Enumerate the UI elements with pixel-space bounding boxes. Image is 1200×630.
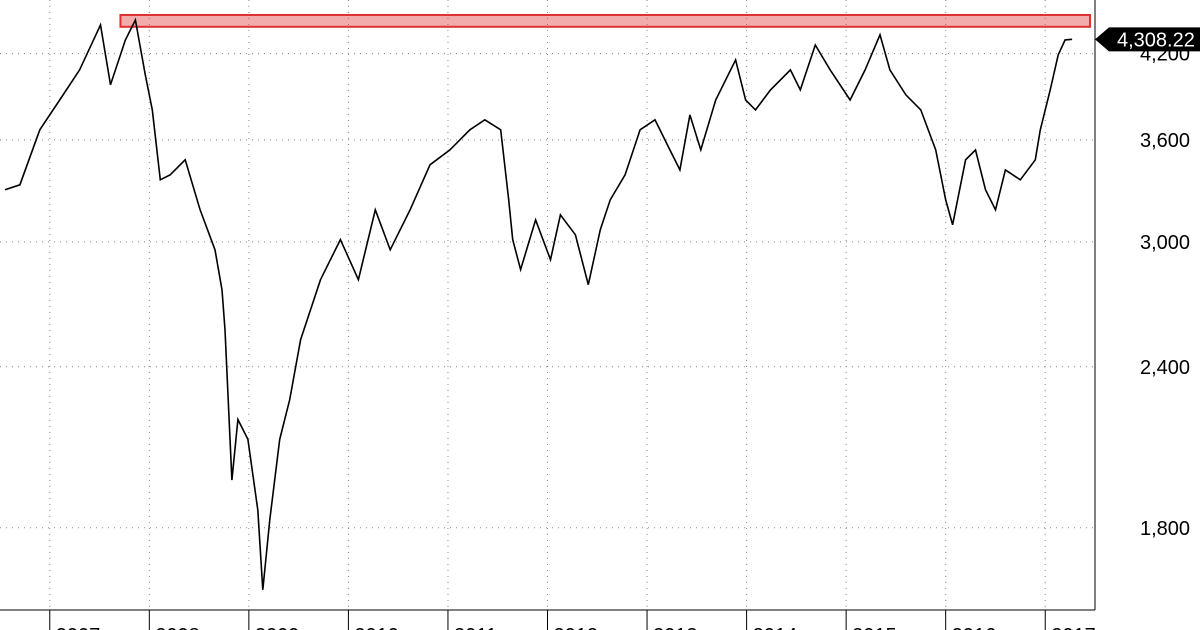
highlight-band — [119, 13, 1092, 28]
y-tick-label: 1,800 — [1140, 518, 1190, 540]
x-tick-label: 2009 — [255, 625, 300, 630]
y-tick-label: 2,400 — [1140, 357, 1190, 379]
x-tick-label: 2011 — [454, 625, 497, 630]
x-tick-label: 2015 — [852, 625, 897, 630]
x-tick-label: 2010 — [354, 625, 399, 630]
x-tick-label: 2008 — [155, 625, 200, 630]
last-price-label: 4,308.22 — [1117, 29, 1195, 51]
y-tick-label: 3,000 — [1140, 232, 1190, 254]
x-tick-label: 2007 — [56, 625, 101, 630]
price-line — [4, 17, 1073, 590]
x-tick-label: 2014 — [753, 625, 798, 630]
x-tick-label: 2017 — [1051, 625, 1096, 630]
x-tick-label: 2012 — [554, 625, 599, 630]
x-tick-label: 2013 — [653, 625, 698, 630]
x-tick-label: 2016 — [952, 625, 997, 630]
last-price-tag — [1095, 27, 1200, 52]
y-tick-label: 3,600 — [1140, 130, 1190, 152]
